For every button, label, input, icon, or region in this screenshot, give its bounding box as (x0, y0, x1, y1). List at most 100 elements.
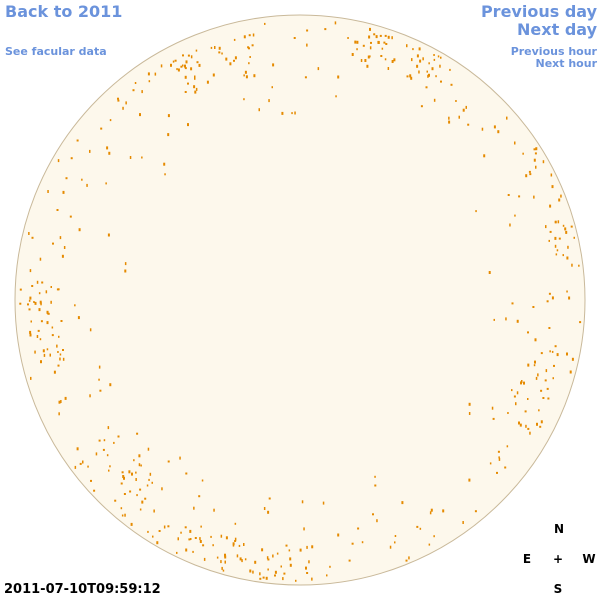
facula (53, 370, 56, 374)
back-year-link[interactable]: Back to 2011 (5, 2, 123, 21)
facula (229, 62, 232, 66)
facula (267, 568, 269, 571)
facula (147, 530, 149, 533)
facula (527, 427, 530, 430)
facula (121, 471, 124, 474)
facula (52, 242, 54, 245)
facula (326, 574, 328, 577)
facula (131, 472, 133, 476)
facula (376, 519, 378, 523)
facula (540, 389, 543, 392)
facula (45, 290, 48, 294)
facula (537, 373, 539, 377)
facula (221, 566, 223, 570)
facula (56, 209, 59, 211)
facula (294, 111, 296, 115)
facula (62, 190, 65, 194)
facula (305, 566, 307, 570)
facula (56, 288, 59, 291)
facula (564, 227, 567, 231)
facula (425, 86, 428, 89)
facula (514, 214, 516, 217)
facula (401, 501, 404, 505)
previous-hour-link[interactable]: Previous hour (510, 45, 597, 58)
facula (177, 68, 180, 72)
facula (507, 194, 510, 196)
facula (74, 465, 77, 469)
compass-east: E (522, 552, 532, 566)
next-day-link[interactable]: Next day (517, 20, 597, 39)
facula (161, 487, 163, 491)
facula (306, 43, 308, 47)
facula (274, 570, 277, 574)
facula (558, 237, 561, 240)
facula (100, 127, 103, 130)
facula (163, 162, 166, 166)
facula (152, 535, 154, 538)
facula (493, 318, 495, 321)
facula (419, 59, 422, 63)
facula (31, 285, 34, 287)
facula (544, 379, 547, 382)
facula (77, 316, 80, 320)
facula (566, 256, 569, 260)
facula (362, 44, 365, 47)
facula (176, 551, 178, 554)
facula (132, 89, 135, 92)
facula (252, 33, 255, 37)
facula (218, 51, 221, 54)
facula (527, 331, 529, 334)
facula (416, 64, 419, 68)
facula (106, 454, 109, 457)
next-hour-link[interactable]: Next hour (535, 57, 598, 70)
facula (31, 236, 34, 239)
facula (329, 565, 331, 568)
facula (146, 484, 149, 487)
facula (108, 469, 110, 472)
facula (41, 281, 44, 284)
previous-day-link[interactable]: Previous day (480, 2, 597, 21)
facula (369, 46, 372, 50)
facula (99, 389, 102, 392)
facula (384, 34, 387, 37)
facula (571, 263, 573, 267)
facula (562, 254, 564, 257)
facula (416, 54, 419, 58)
facula (185, 60, 188, 64)
facula (28, 232, 30, 235)
facula (243, 98, 245, 101)
facula (468, 402, 471, 406)
facula (391, 36, 393, 40)
facula (134, 82, 137, 84)
facula (405, 559, 408, 562)
facula (252, 570, 254, 574)
facula (148, 80, 151, 83)
facula (288, 549, 291, 552)
compass-south: S (553, 582, 563, 596)
facular-data-link[interactable]: See facular data (5, 45, 107, 58)
facula (375, 35, 378, 39)
facula (167, 114, 170, 118)
facula (289, 563, 292, 567)
facula (534, 360, 536, 364)
facula (29, 269, 32, 273)
facula (372, 513, 374, 516)
facula (475, 210, 477, 213)
facula (234, 540, 237, 542)
facula (519, 423, 522, 427)
facula (49, 353, 51, 357)
facula (30, 320, 32, 323)
facula (533, 364, 536, 367)
facula (167, 525, 170, 528)
facula (527, 398, 529, 400)
facula (19, 288, 22, 291)
facula (468, 412, 471, 415)
facula (268, 497, 271, 500)
facula (488, 271, 491, 274)
facula (533, 148, 536, 151)
facula (57, 364, 60, 367)
facula (141, 156, 143, 159)
facula (274, 574, 276, 577)
facula (61, 254, 64, 258)
facula (56, 344, 58, 348)
